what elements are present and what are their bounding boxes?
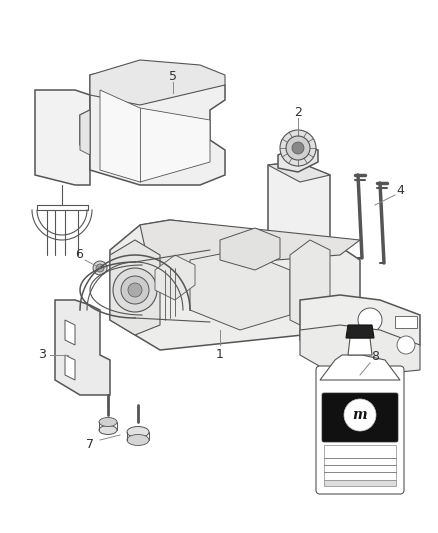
- Circle shape: [292, 142, 304, 154]
- Text: 4: 4: [396, 183, 404, 197]
- Polygon shape: [300, 295, 420, 360]
- Polygon shape: [290, 240, 330, 330]
- Circle shape: [121, 276, 149, 304]
- Circle shape: [128, 283, 142, 297]
- Polygon shape: [65, 320, 75, 345]
- Polygon shape: [268, 162, 330, 270]
- Polygon shape: [110, 240, 160, 335]
- Text: 5: 5: [169, 69, 177, 83]
- FancyBboxPatch shape: [316, 366, 404, 494]
- Circle shape: [286, 136, 310, 160]
- Text: 7: 7: [86, 439, 94, 451]
- Polygon shape: [80, 110, 90, 155]
- Bar: [324, 445, 396, 480]
- Polygon shape: [65, 355, 75, 380]
- Ellipse shape: [127, 434, 149, 446]
- Polygon shape: [35, 90, 90, 185]
- Circle shape: [397, 336, 415, 354]
- Text: 3: 3: [38, 349, 46, 361]
- FancyBboxPatch shape: [322, 393, 398, 442]
- Polygon shape: [100, 90, 210, 182]
- Polygon shape: [300, 325, 420, 378]
- Text: m: m: [353, 408, 367, 422]
- Ellipse shape: [99, 425, 117, 434]
- Polygon shape: [55, 300, 110, 395]
- Polygon shape: [268, 162, 330, 182]
- Polygon shape: [278, 146, 318, 172]
- Circle shape: [93, 261, 107, 275]
- Circle shape: [96, 264, 104, 272]
- Circle shape: [113, 268, 157, 312]
- Circle shape: [344, 399, 376, 431]
- Bar: [324, 480, 396, 486]
- Ellipse shape: [127, 426, 149, 438]
- Text: 2: 2: [294, 106, 302, 118]
- Polygon shape: [140, 220, 360, 270]
- Polygon shape: [348, 338, 372, 355]
- Bar: [395, 316, 417, 328]
- Circle shape: [358, 308, 382, 332]
- Polygon shape: [190, 250, 290, 330]
- Polygon shape: [90, 60, 225, 105]
- Polygon shape: [90, 65, 225, 185]
- Ellipse shape: [99, 417, 117, 426]
- Polygon shape: [346, 325, 374, 338]
- Polygon shape: [320, 355, 400, 380]
- Text: 6: 6: [75, 248, 83, 262]
- Text: 8: 8: [371, 351, 379, 364]
- Polygon shape: [155, 255, 195, 300]
- Circle shape: [280, 130, 316, 166]
- Text: 1: 1: [216, 349, 224, 361]
- Polygon shape: [220, 228, 280, 270]
- Polygon shape: [110, 220, 360, 350]
